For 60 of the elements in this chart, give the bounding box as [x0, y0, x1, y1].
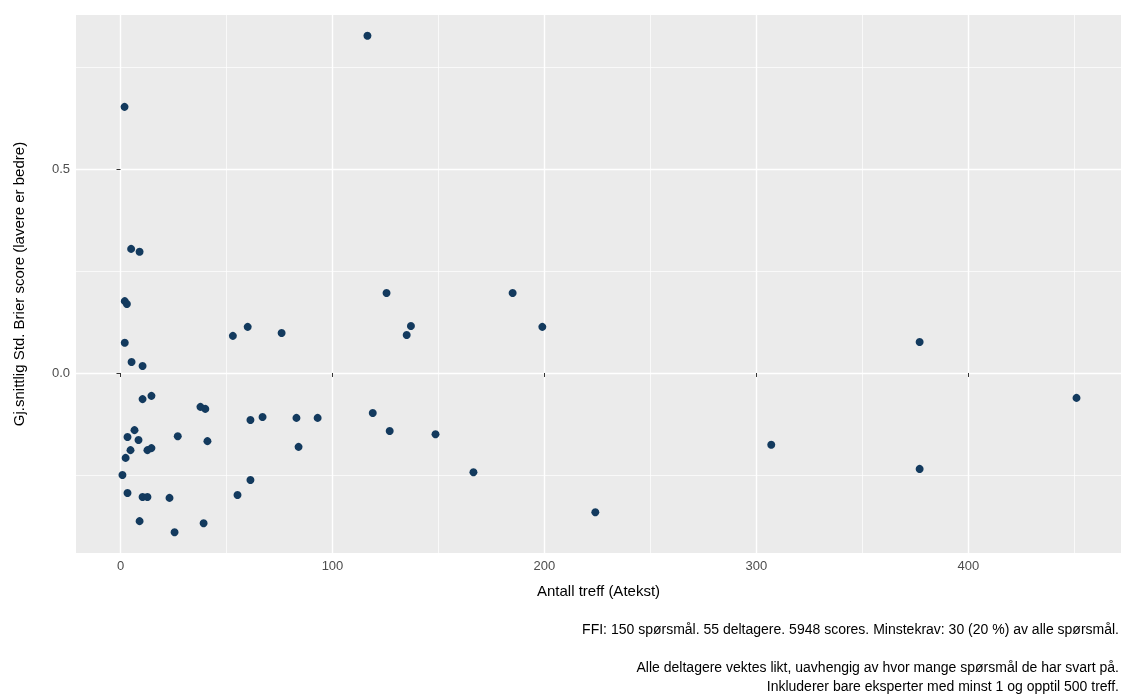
point [538, 322, 547, 331]
point [246, 415, 255, 424]
text: Inkluderer bare eksperter med minst 1 og opptil 500 treff. [766, 678, 1119, 694]
point [277, 328, 286, 337]
point [127, 244, 136, 253]
point [368, 408, 377, 417]
point [469, 468, 478, 477]
point [126, 446, 135, 455]
point [127, 357, 136, 366]
point [243, 322, 252, 331]
x-axis-title: Antall treff (Atekst) [536, 582, 661, 599]
point [165, 493, 174, 502]
point [147, 391, 156, 400]
point [201, 404, 210, 413]
point [130, 426, 139, 435]
x-tick-label: 0 [116, 558, 125, 573]
point [123, 433, 132, 442]
point [120, 102, 129, 111]
text: FFI: 150 spørsmål. 55 deltagere. 5948 scores. Minstekrav: 30 (20 %) av alle spørsmål. [582, 621, 1120, 637]
point [135, 517, 144, 526]
x-tick-label: 300 [745, 558, 768, 573]
point [915, 464, 924, 473]
point [258, 413, 267, 422]
x-tick-label: 400 [957, 558, 980, 573]
point [199, 519, 208, 528]
point [203, 437, 212, 446]
point [767, 440, 776, 449]
point [246, 475, 255, 484]
point [173, 432, 182, 441]
point [385, 426, 394, 435]
point [134, 435, 143, 444]
point [508, 288, 517, 297]
point [120, 338, 129, 347]
point [135, 247, 144, 256]
point [121, 453, 130, 462]
y-axis-title: Gj.snittlig Std. Brier score (lavere er bedre) [10, 141, 27, 427]
point [591, 508, 600, 517]
point [170, 528, 179, 537]
point [915, 337, 924, 346]
x-tick-label: 200 [533, 558, 556, 573]
point [313, 413, 322, 422]
y-tick-label: 0.5 [51, 161, 70, 177]
point [123, 489, 132, 497]
point [228, 331, 237, 340]
point [138, 395, 147, 404]
point [406, 322, 415, 331]
point [1072, 393, 1081, 402]
y-tick-label: 0.0 [51, 365, 70, 381]
x-tick-label: 100 [321, 558, 344, 573]
point [294, 442, 303, 451]
point [147, 444, 156, 453]
point [431, 430, 440, 439]
point [292, 413, 301, 422]
text: Alle deltagere vektes likt, uavhengig av hvor mange spørsmål de har svart på. [636, 659, 1119, 675]
point [402, 331, 411, 340]
point [382, 288, 391, 297]
point [233, 491, 242, 500]
point [118, 471, 127, 480]
point [363, 31, 372, 40]
point [138, 362, 147, 371]
